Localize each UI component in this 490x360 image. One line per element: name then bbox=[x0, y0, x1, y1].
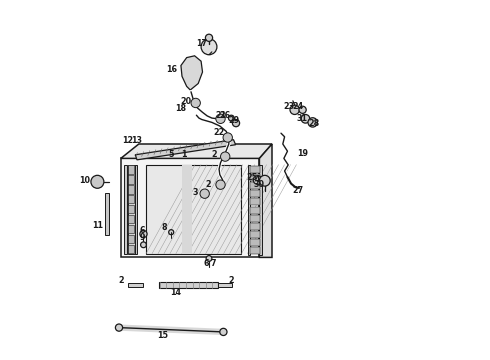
Text: 15: 15 bbox=[157, 331, 168, 340]
Text: 21: 21 bbox=[215, 111, 226, 120]
Bar bbox=[250, 207, 261, 213]
Bar bbox=[259, 165, 262, 255]
Circle shape bbox=[191, 98, 200, 108]
Text: 1: 1 bbox=[181, 150, 187, 158]
Circle shape bbox=[299, 106, 306, 113]
Circle shape bbox=[228, 115, 234, 121]
Bar bbox=[248, 165, 250, 255]
Bar bbox=[128, 195, 134, 203]
Text: 30: 30 bbox=[254, 180, 265, 189]
Text: 19: 19 bbox=[297, 149, 308, 158]
Circle shape bbox=[91, 175, 104, 188]
Bar bbox=[128, 235, 134, 243]
Text: 2: 2 bbox=[228, 276, 234, 284]
Circle shape bbox=[140, 230, 147, 238]
Text: 28: 28 bbox=[309, 118, 320, 127]
Text: 11: 11 bbox=[93, 220, 103, 230]
Circle shape bbox=[223, 133, 232, 142]
Text: 17: 17 bbox=[196, 40, 207, 49]
Bar bbox=[128, 165, 134, 174]
Bar bbox=[250, 239, 261, 246]
Text: 14: 14 bbox=[171, 288, 181, 297]
Text: 22: 22 bbox=[214, 128, 225, 137]
Text: 29: 29 bbox=[228, 116, 239, 125]
Text: 20: 20 bbox=[180, 97, 191, 106]
Text: 16: 16 bbox=[166, 65, 177, 74]
Text: 2: 2 bbox=[212, 150, 217, 159]
Text: 2: 2 bbox=[205, 180, 211, 189]
Circle shape bbox=[220, 152, 230, 161]
Bar bbox=[250, 223, 261, 230]
Circle shape bbox=[216, 114, 225, 123]
Text: 6: 6 bbox=[140, 226, 145, 235]
Text: 7: 7 bbox=[211, 259, 216, 268]
Circle shape bbox=[301, 114, 310, 123]
Bar bbox=[128, 205, 134, 213]
Text: 13: 13 bbox=[131, 136, 142, 145]
Text: 5: 5 bbox=[169, 150, 174, 158]
Circle shape bbox=[253, 176, 262, 184]
Bar bbox=[128, 244, 134, 253]
Text: 8: 8 bbox=[161, 223, 167, 232]
Text: 3: 3 bbox=[193, 188, 198, 197]
Bar bbox=[121, 158, 259, 257]
Bar bbox=[250, 190, 261, 197]
Bar bbox=[159, 282, 218, 288]
Text: 26: 26 bbox=[220, 111, 231, 120]
Text: 24: 24 bbox=[293, 102, 304, 111]
Polygon shape bbox=[181, 56, 202, 90]
Bar bbox=[250, 247, 261, 254]
Bar bbox=[124, 165, 127, 254]
Circle shape bbox=[116, 324, 122, 331]
Bar bbox=[250, 182, 261, 189]
Circle shape bbox=[169, 230, 174, 235]
Circle shape bbox=[141, 242, 147, 248]
Polygon shape bbox=[135, 140, 236, 160]
Bar bbox=[128, 283, 144, 287]
Bar bbox=[105, 193, 109, 235]
Bar bbox=[250, 174, 261, 181]
Polygon shape bbox=[182, 165, 192, 254]
Text: 23: 23 bbox=[283, 102, 294, 111]
Bar bbox=[128, 175, 134, 184]
Text: 9: 9 bbox=[140, 233, 145, 242]
Bar bbox=[128, 185, 134, 194]
Bar bbox=[250, 198, 261, 206]
Bar bbox=[146, 165, 242, 254]
Circle shape bbox=[308, 118, 318, 127]
Text: 18: 18 bbox=[175, 104, 187, 112]
Circle shape bbox=[259, 175, 270, 186]
Circle shape bbox=[201, 39, 217, 55]
Text: 2: 2 bbox=[118, 276, 123, 284]
Text: 10: 10 bbox=[79, 176, 90, 185]
Text: 27: 27 bbox=[292, 186, 303, 194]
Text: 31: 31 bbox=[296, 113, 307, 122]
Bar bbox=[135, 165, 137, 254]
Text: 12: 12 bbox=[122, 136, 134, 145]
Text: 25: 25 bbox=[246, 173, 257, 181]
Bar bbox=[250, 231, 261, 238]
Text: 4: 4 bbox=[254, 175, 260, 184]
Circle shape bbox=[220, 328, 227, 336]
Circle shape bbox=[216, 180, 225, 189]
Bar bbox=[250, 166, 261, 173]
Polygon shape bbox=[259, 144, 272, 257]
Polygon shape bbox=[121, 144, 272, 158]
Circle shape bbox=[205, 34, 213, 41]
Bar bbox=[250, 215, 261, 222]
Circle shape bbox=[290, 105, 299, 114]
Text: 6: 6 bbox=[203, 259, 209, 268]
Circle shape bbox=[206, 256, 212, 261]
Bar bbox=[128, 225, 134, 233]
Bar bbox=[128, 215, 134, 223]
Circle shape bbox=[232, 120, 240, 127]
Circle shape bbox=[200, 189, 209, 198]
Bar bbox=[218, 283, 232, 287]
Bar bbox=[128, 165, 135, 254]
